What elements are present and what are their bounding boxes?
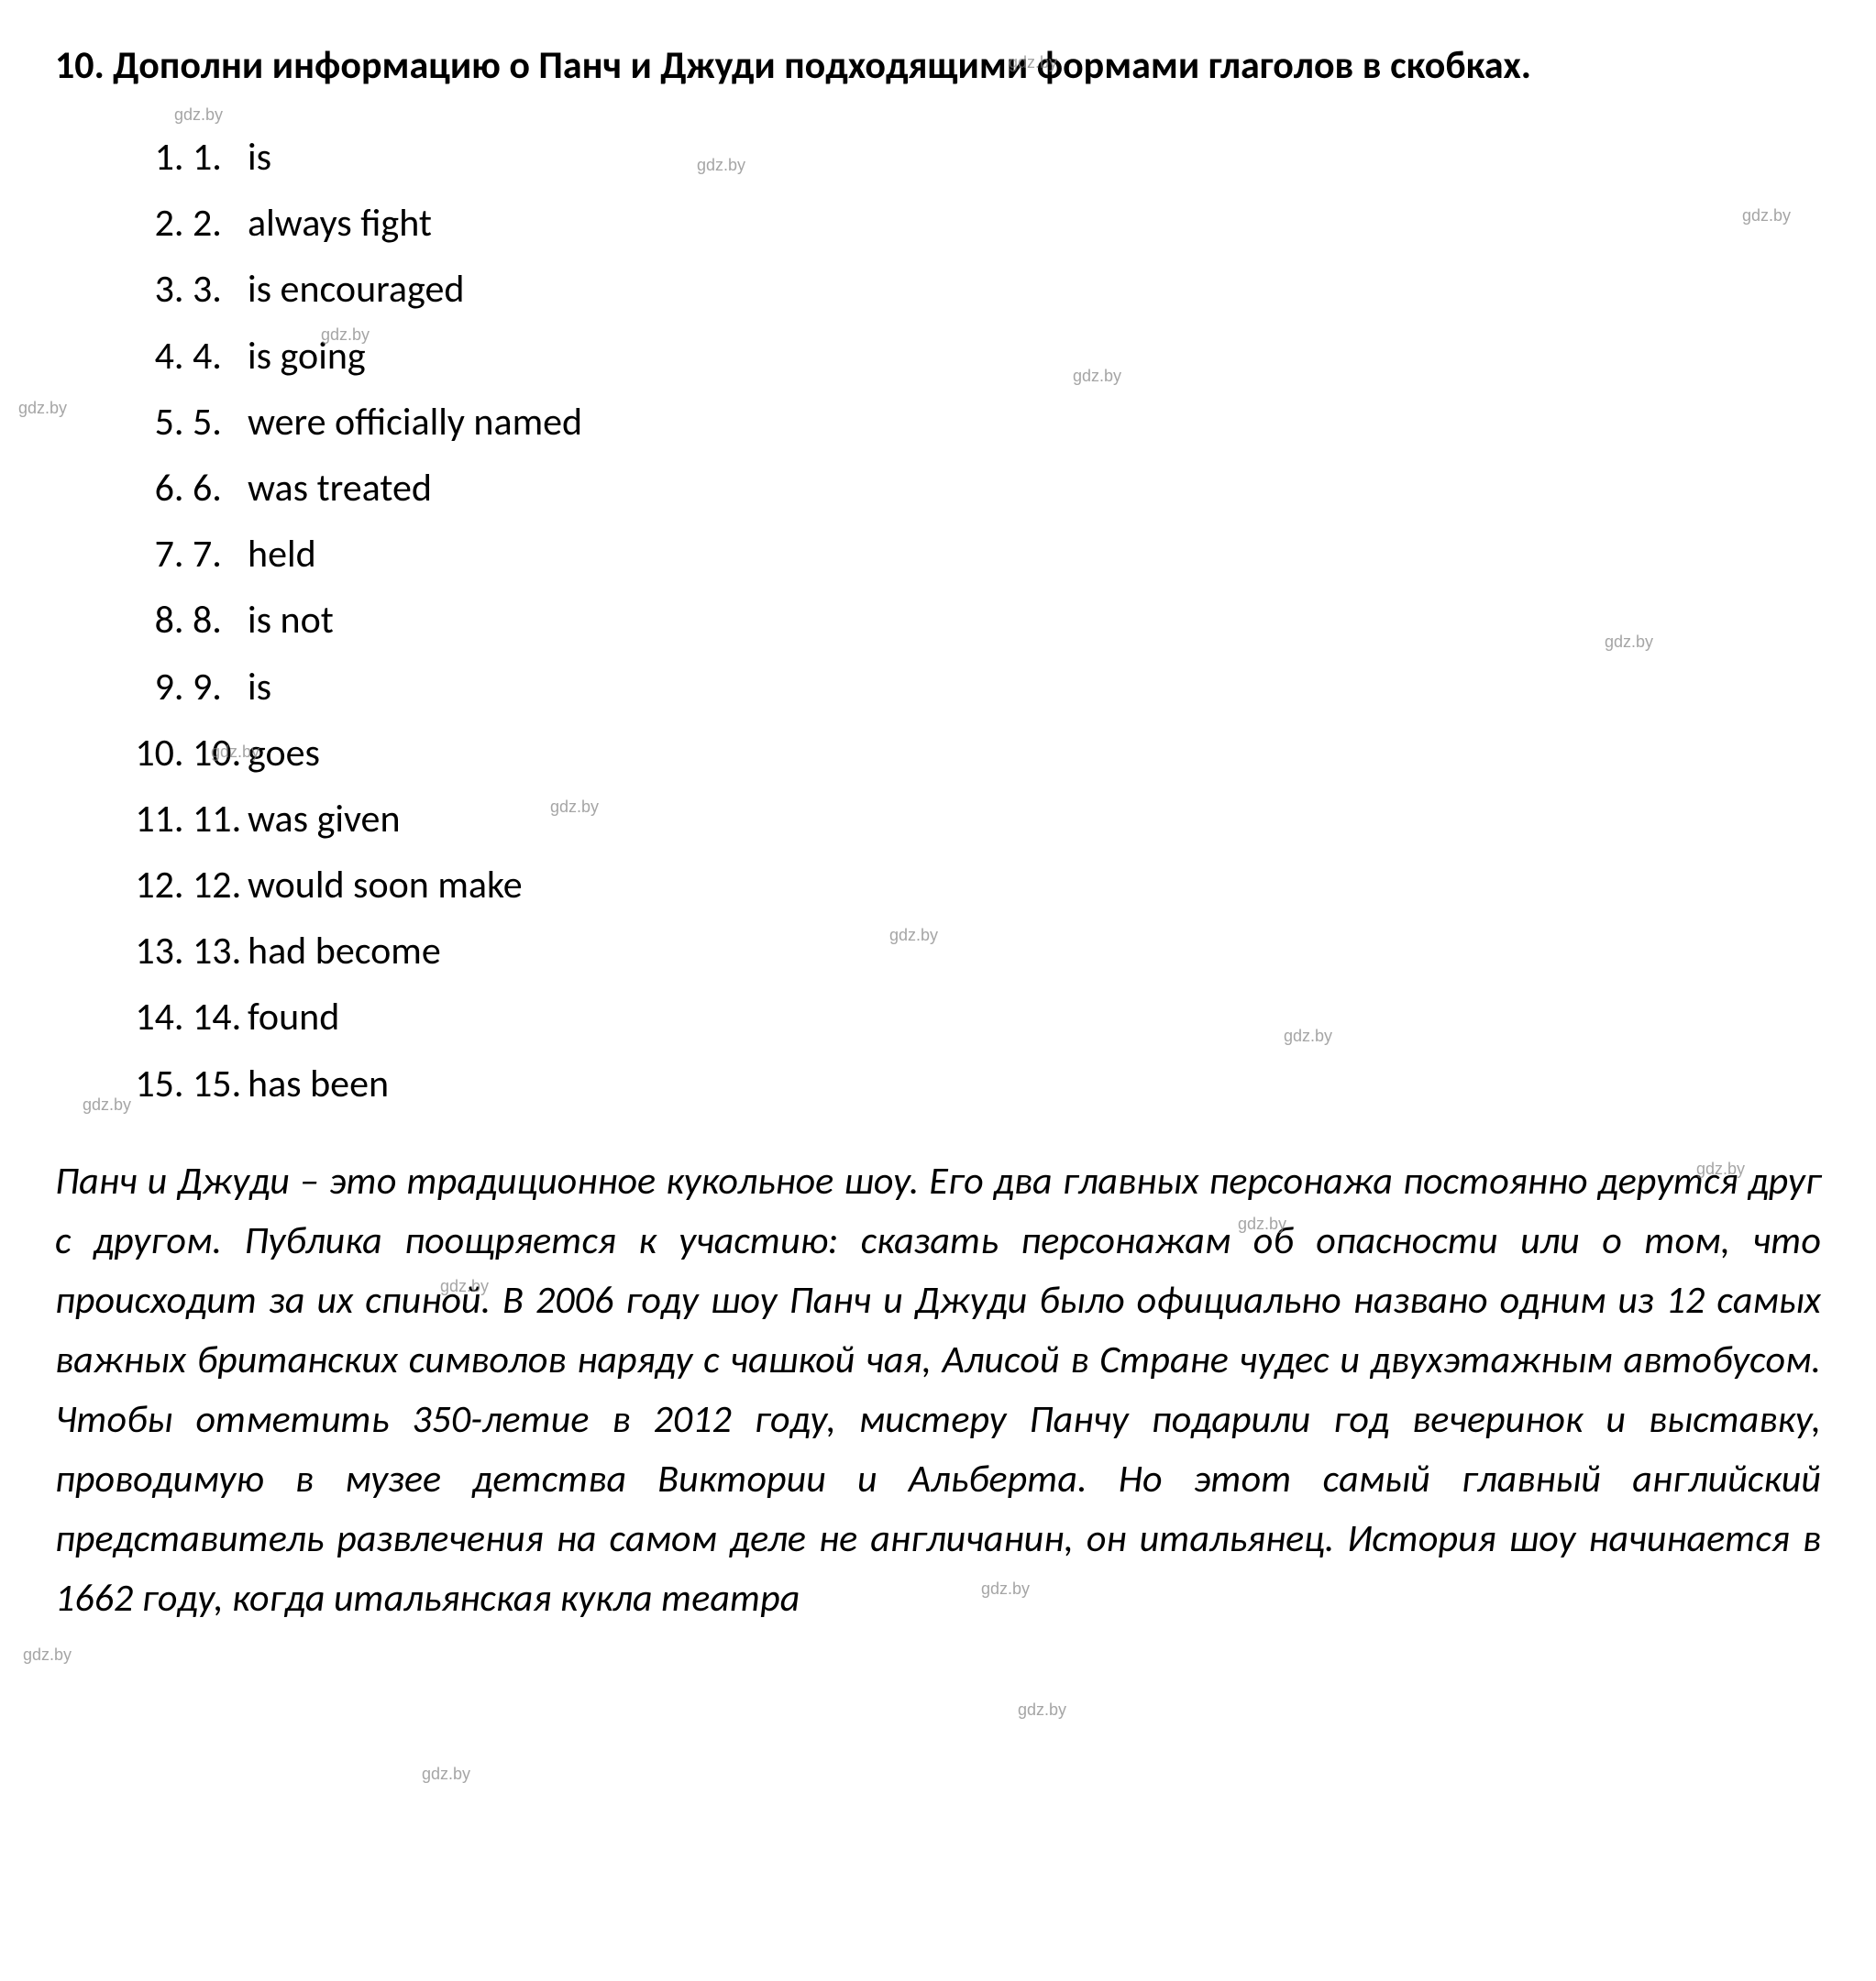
- list-item: 7.held: [193, 523, 1821, 585]
- item-number: 3.: [193, 259, 248, 320]
- item-number: 8.: [193, 589, 248, 651]
- watermark-text: gdz.by: [1018, 1700, 1066, 1720]
- list-item: 14.found: [193, 986, 1821, 1048]
- watermark-text: gdz.by: [83, 1095, 131, 1115]
- list-item: 3.is encouraged: [193, 259, 1821, 320]
- item-text: is encouraged: [248, 266, 464, 313]
- list-item: 11.was given: [193, 788, 1821, 850]
- list-item: 9.is: [193, 656, 1821, 718]
- item-text: is: [248, 134, 271, 181]
- watermark-text: gdz.by: [1238, 1215, 1286, 1234]
- list-item: 6.was treated: [193, 457, 1821, 519]
- item-number: 6.: [193, 457, 248, 519]
- item-number: 15.: [193, 1053, 248, 1115]
- item-number: 4.: [193, 325, 248, 387]
- watermark-text: gdz.by: [1742, 206, 1791, 226]
- item-text: was treated: [248, 465, 432, 512]
- list-item: 10.goes: [193, 722, 1821, 784]
- item-number: 1.: [193, 127, 248, 188]
- item-text: had become: [248, 928, 441, 974]
- translation-paragraph: Панч и Джуди – это традиционное кукольно…: [55, 1151, 1821, 1629]
- watermark-text: gdz.by: [23, 1645, 72, 1665]
- item-number: 9.: [193, 656, 248, 718]
- item-number: 5.: [193, 391, 248, 453]
- watermark-text: gdz.by: [1073, 367, 1121, 386]
- item-text: always fight: [248, 200, 432, 247]
- item-text: was given: [248, 796, 401, 842]
- list-item: 13.had become: [193, 920, 1821, 982]
- item-number: 7.: [193, 523, 248, 585]
- item-text: has been: [248, 1061, 389, 1107]
- watermark-text: gdz.by: [174, 105, 223, 125]
- list-item: 8.is not: [193, 589, 1821, 651]
- watermark-text: gdz.by: [550, 798, 599, 817]
- list-item: 2.always fight: [193, 193, 1821, 254]
- item-text: is: [248, 664, 271, 710]
- list-item: 5.were officially named: [193, 391, 1821, 453]
- exercise-heading: 10. Дополни информацию о Панч и Джуди по…: [55, 37, 1821, 94]
- watermark-text: gdz.by: [321, 325, 370, 345]
- watermark-text: gdz.by: [1605, 633, 1653, 652]
- list-item: 4.is going: [193, 325, 1821, 387]
- watermark-text: gdz.by: [422, 1765, 470, 1784]
- watermark-text: gdz.by: [18, 399, 67, 418]
- item-text: found: [248, 994, 339, 1040]
- watermark-text: gdz.by: [1284, 1027, 1332, 1046]
- watermark-text: gdz.by: [697, 156, 745, 175]
- item-text: is not: [248, 597, 334, 644]
- list-item: 15.has been: [193, 1053, 1821, 1115]
- item-text: would soon make: [248, 862, 523, 908]
- list-item: 12.would soon make: [193, 854, 1821, 916]
- watermark-text: gdz.by: [889, 926, 938, 945]
- item-number: 12.: [193, 854, 248, 916]
- item-number: 14.: [193, 986, 248, 1048]
- watermark-text: gdz.by: [440, 1277, 489, 1296]
- item-text: held: [248, 531, 316, 578]
- answer-list: 1.is 2.always fight 3.is encouraged 4.is…: [55, 127, 1821, 1115]
- watermark-text: gdz.by: [211, 743, 259, 762]
- item-number: 2.: [193, 193, 248, 254]
- watermark-text: gdz.by: [1696, 1160, 1745, 1179]
- item-text: were officially named: [248, 399, 582, 446]
- watermark-text: gdz.by: [1009, 53, 1057, 72]
- item-number: 13.: [193, 920, 248, 982]
- list-item: 1.is: [193, 127, 1821, 188]
- watermark-text: gdz.by: [981, 1579, 1030, 1599]
- item-number: 11.: [193, 788, 248, 850]
